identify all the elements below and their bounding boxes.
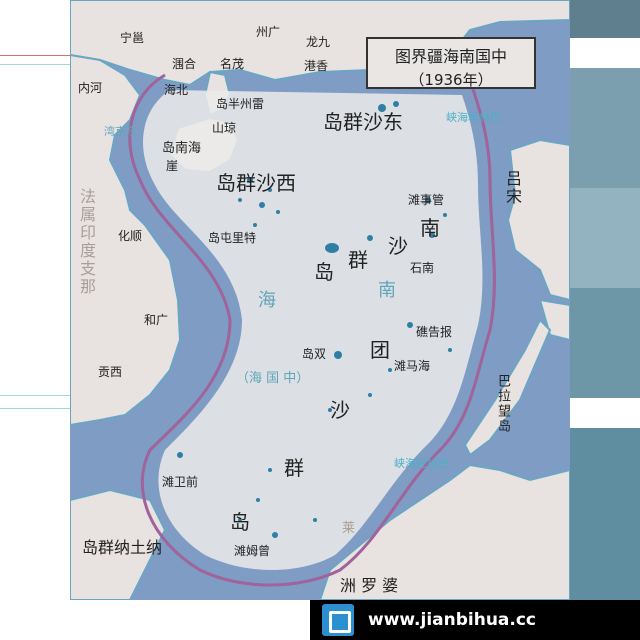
label-south-sea-nan: 南 <box>378 280 396 301</box>
map-title-box: 图界疆海南国中 （1936年） <box>366 37 536 89</box>
label-ya: 崖 <box>166 159 179 173</box>
spratly-islands <box>177 197 452 538</box>
label-haibei: 海北 <box>164 83 189 97</box>
right-band <box>570 398 640 428</box>
right-band <box>570 188 640 288</box>
label-nansha-qun: 群 <box>284 456 304 480</box>
label-zhongsha-1: 岛 <box>314 260 334 284</box>
margin-rule <box>0 55 70 56</box>
label-baogao: 礁告报 <box>416 325 453 339</box>
label-luzon: 吕宋 <box>503 170 522 206</box>
palawan <box>463 318 552 457</box>
map-artwork <box>70 0 570 600</box>
label-xisha: 岛群沙西 <box>216 171 296 195</box>
bottom-margin <box>0 600 310 640</box>
mindoro <box>538 298 570 342</box>
malay-coast <box>70 488 167 600</box>
label-palawan: 巴拉望岛 <box>495 374 510 434</box>
mainland-china <box>70 0 570 87</box>
label-maoming: 名茂 <box>220 57 245 71</box>
margin-rule <box>0 395 70 396</box>
label-guanshi: 滩事管 <box>408 193 445 207</box>
label-guangzhou: 州广 <box>256 25 281 39</box>
right-band <box>570 68 640 188</box>
label-weiqian: 滩卫前 <box>162 475 199 489</box>
label-gulf-of-tonkin: 湾京东 <box>104 125 137 138</box>
label-nansha-dao: 岛 <box>230 510 250 534</box>
label-jiulong: 龙九 <box>306 35 331 49</box>
label-balintang-channel: 峡海坦林巴 <box>446 111 501 124</box>
label-zhongsha-3: 沙 <box>388 234 408 258</box>
right-band <box>570 288 640 398</box>
label-guangheting: 和广 <box>144 313 169 327</box>
label-mahai: 滩马海 <box>394 359 431 373</box>
right-band <box>570 0 640 38</box>
label-nanshi: 石南 <box>410 261 435 275</box>
label-brunei: 莱 <box>342 521 356 536</box>
label-leizhou: 岛半州雷 <box>216 97 265 111</box>
left-margin <box>0 0 70 640</box>
label-gongxi: 贡西 <box>98 365 123 379</box>
nine-dash-boundary <box>128 73 496 587</box>
label-shuangdao: 岛双 <box>302 347 327 361</box>
right-band <box>570 428 640 600</box>
pratas-islands <box>378 101 399 112</box>
label-zhongsha-4: 南 <box>420 216 440 240</box>
inner-sea <box>143 90 483 570</box>
label-balabac-strait: 峡海巴拉巴 <box>394 457 449 470</box>
label-xianggang: 港香 <box>304 59 329 73</box>
borneo <box>318 463 570 600</box>
label-china-sea: （海 国 中） <box>236 371 310 386</box>
margin-rule <box>0 408 70 409</box>
label-zengmu: 滩姆曾 <box>234 544 271 558</box>
site-logo-icon <box>322 604 354 636</box>
map-title: 图界疆海南国中 <box>394 47 507 66</box>
paracel-islands <box>238 177 280 227</box>
label-dongsha: 岛群沙东 <box>323 110 403 134</box>
label-hainan: 岛南海 <box>162 141 202 156</box>
label-borneo: 洲 罗 婆 <box>340 576 399 595</box>
label-tezhong: 岛屯里特 <box>208 231 257 245</box>
luzon <box>506 138 570 302</box>
label-natuna: 岛群纳土纳 <box>82 538 163 557</box>
label-qiongshan: 山琼 <box>212 121 237 135</box>
label-south-sea-hai: 海 <box>258 290 276 311</box>
label-nansha-tuan: 团 <box>370 338 390 362</box>
margin-rule <box>0 64 70 65</box>
indochina <box>70 53 182 427</box>
label-hepu: 涠合 <box>172 57 197 71</box>
label-neihe: 内河 <box>78 81 103 95</box>
map-year: （1936年） <box>409 71 493 89</box>
label-nansha-sha: 沙 <box>330 398 350 422</box>
label-shunhua: 化顺 <box>118 229 143 243</box>
watermark-banner: www.jianbihua.cc <box>310 600 640 640</box>
label-zhongsha-2: 群 <box>348 248 368 272</box>
south-china-sea-map: 图界疆海南国中 （1936年） 岛群沙东 岛群沙西 岛 群 沙 南 团 沙 群 … <box>70 0 570 600</box>
watermark-url: www.jianbihua.cc <box>368 610 536 630</box>
label-french-indochina: 法属印度支那 <box>77 188 96 296</box>
right-band <box>570 38 640 68</box>
macclesfield-bank <box>325 235 373 253</box>
label-ningming: 宁邕 <box>120 31 145 45</box>
